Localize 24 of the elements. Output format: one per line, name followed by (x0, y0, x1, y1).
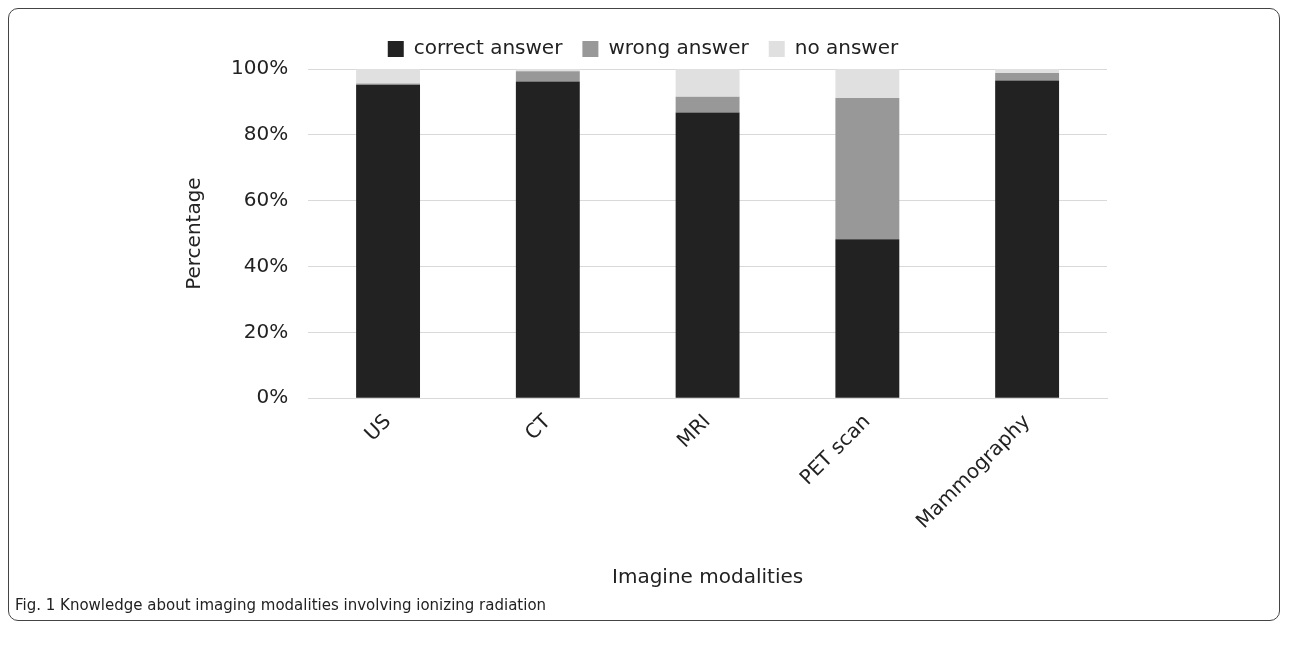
bar (835, 239, 900, 398)
legend-label: no answer (794, 35, 900, 60)
y-tick-label: 40% (243, 252, 289, 277)
y-tick-label: 60% (243, 186, 289, 211)
caption: Fig. 1 Knowledge about imaging modalities involving ionizing radiation (14, 595, 548, 616)
bar (835, 97, 900, 240)
bar (356, 84, 421, 398)
bar (995, 80, 1060, 398)
y-tick-label: 80% (243, 121, 289, 146)
x-tick-label: MRI (671, 408, 715, 453)
legend-label: correct answer (413, 35, 564, 60)
y-tick-label: 20% (243, 318, 289, 343)
bar (675, 112, 740, 398)
x-tick-label: CT (519, 408, 556, 445)
y-tick-label: 100% (230, 55, 289, 80)
bar (995, 72, 1060, 81)
legend-label: wrong answer (608, 35, 750, 60)
y-axis-title: Percentage (181, 177, 206, 290)
bar (515, 71, 580, 82)
bar (515, 81, 580, 398)
y-tick-label: 0% (256, 384, 289, 409)
x-tick-label: US (358, 408, 396, 446)
x-axis-title: Imagine modalities (612, 564, 804, 589)
bar (675, 96, 740, 113)
